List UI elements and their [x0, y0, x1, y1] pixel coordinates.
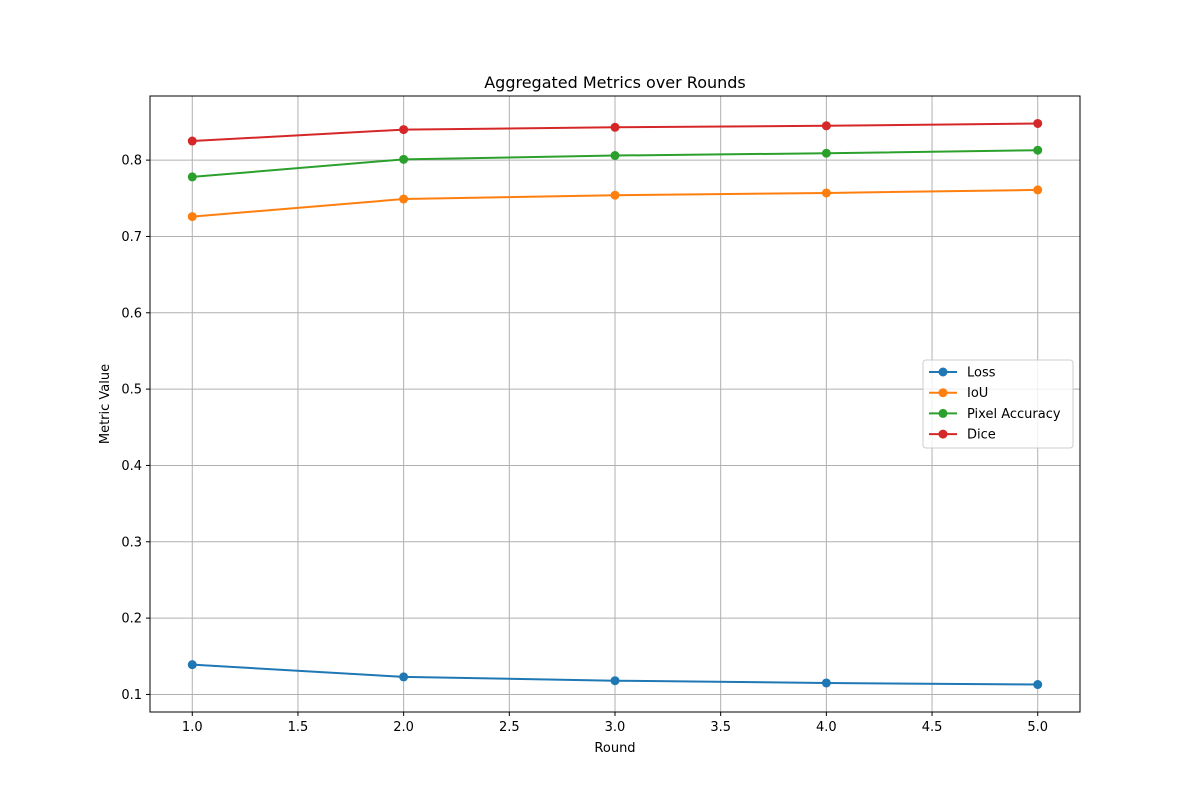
y-tick-label: 0.7 [121, 230, 142, 245]
data-point-iou [821, 188, 831, 198]
y-tick-label: 0.3 [121, 535, 142, 550]
y-tick-label: 0.5 [121, 383, 142, 398]
data-point-dice [610, 122, 620, 132]
series-iou [187, 185, 1043, 222]
data-point-dice [821, 121, 831, 131]
legend-label-dice: Dice [967, 428, 996, 443]
x-tick-label: 4.0 [816, 720, 837, 735]
x-tick-label: 2.5 [499, 720, 520, 735]
legend-marker-loss [938, 367, 948, 377]
data-point-pixel-accuracy [1033, 145, 1043, 155]
data-point-pixel-accuracy [399, 154, 409, 164]
data-point-dice [1033, 118, 1043, 128]
legend-marker-iou [938, 388, 948, 398]
data-point-loss [1033, 680, 1043, 690]
legend-label-iou: IoU [967, 386, 988, 401]
x-tick-label: 4.5 [922, 720, 943, 735]
x-axis: 1.0 1.5 2.0 2.5 3.0 3.5 4.0 4.5 5.0 [182, 712, 1048, 735]
data-point-iou [1033, 185, 1043, 195]
y-axis-label: Metric Value [98, 364, 113, 444]
data-point-dice [399, 125, 409, 135]
data-point-loss [610, 676, 620, 686]
data-point-pixel-accuracy [821, 148, 831, 158]
legend: Loss IoU Pixel Accuracy Dice [922, 359, 1074, 449]
x-tick-label: 1.5 [288, 720, 309, 735]
legend-label-pixel-accuracy: Pixel Accuracy [967, 407, 1061, 422]
series-pixel-accuracy [187, 145, 1043, 182]
series-loss [187, 660, 1043, 690]
y-tick-label: 0.6 [121, 306, 142, 321]
x-tick-label: 1.0 [182, 720, 203, 735]
data-point-dice [187, 136, 197, 146]
y-tick-label: 0.1 [121, 688, 142, 703]
data-point-iou [610, 190, 620, 200]
chart-title: Aggregated Metrics over Rounds [484, 73, 746, 92]
data-point-pixel-accuracy [187, 172, 197, 182]
series-group [187, 118, 1043, 690]
legend-marker-dice [938, 429, 948, 439]
data-point-iou [399, 194, 409, 204]
data-point-pixel-accuracy [610, 151, 620, 161]
data-point-iou [187, 212, 197, 222]
legend-marker-pixel-accuracy [938, 408, 948, 418]
legend-box [922, 359, 1074, 449]
x-tick-label: 2.0 [393, 720, 414, 735]
y-tick-label: 0.4 [121, 459, 142, 474]
data-point-loss [399, 672, 409, 682]
data-point-loss [187, 660, 197, 670]
series-dice [187, 118, 1043, 146]
x-tick-label: 3.0 [605, 720, 626, 735]
x-tick-label: 5.0 [1027, 720, 1048, 735]
y-tick-label: 0.8 [121, 154, 142, 169]
data-point-loss [821, 678, 831, 688]
y-tick-label: 0.2 [121, 612, 142, 627]
y-axis: 0.1 0.2 0.3 0.4 0.5 0.6 0.7 0.8 [121, 154, 150, 703]
legend-label-loss: Loss [967, 366, 996, 381]
x-axis-label: Round [594, 741, 635, 756]
x-tick-label: 3.5 [710, 720, 731, 735]
